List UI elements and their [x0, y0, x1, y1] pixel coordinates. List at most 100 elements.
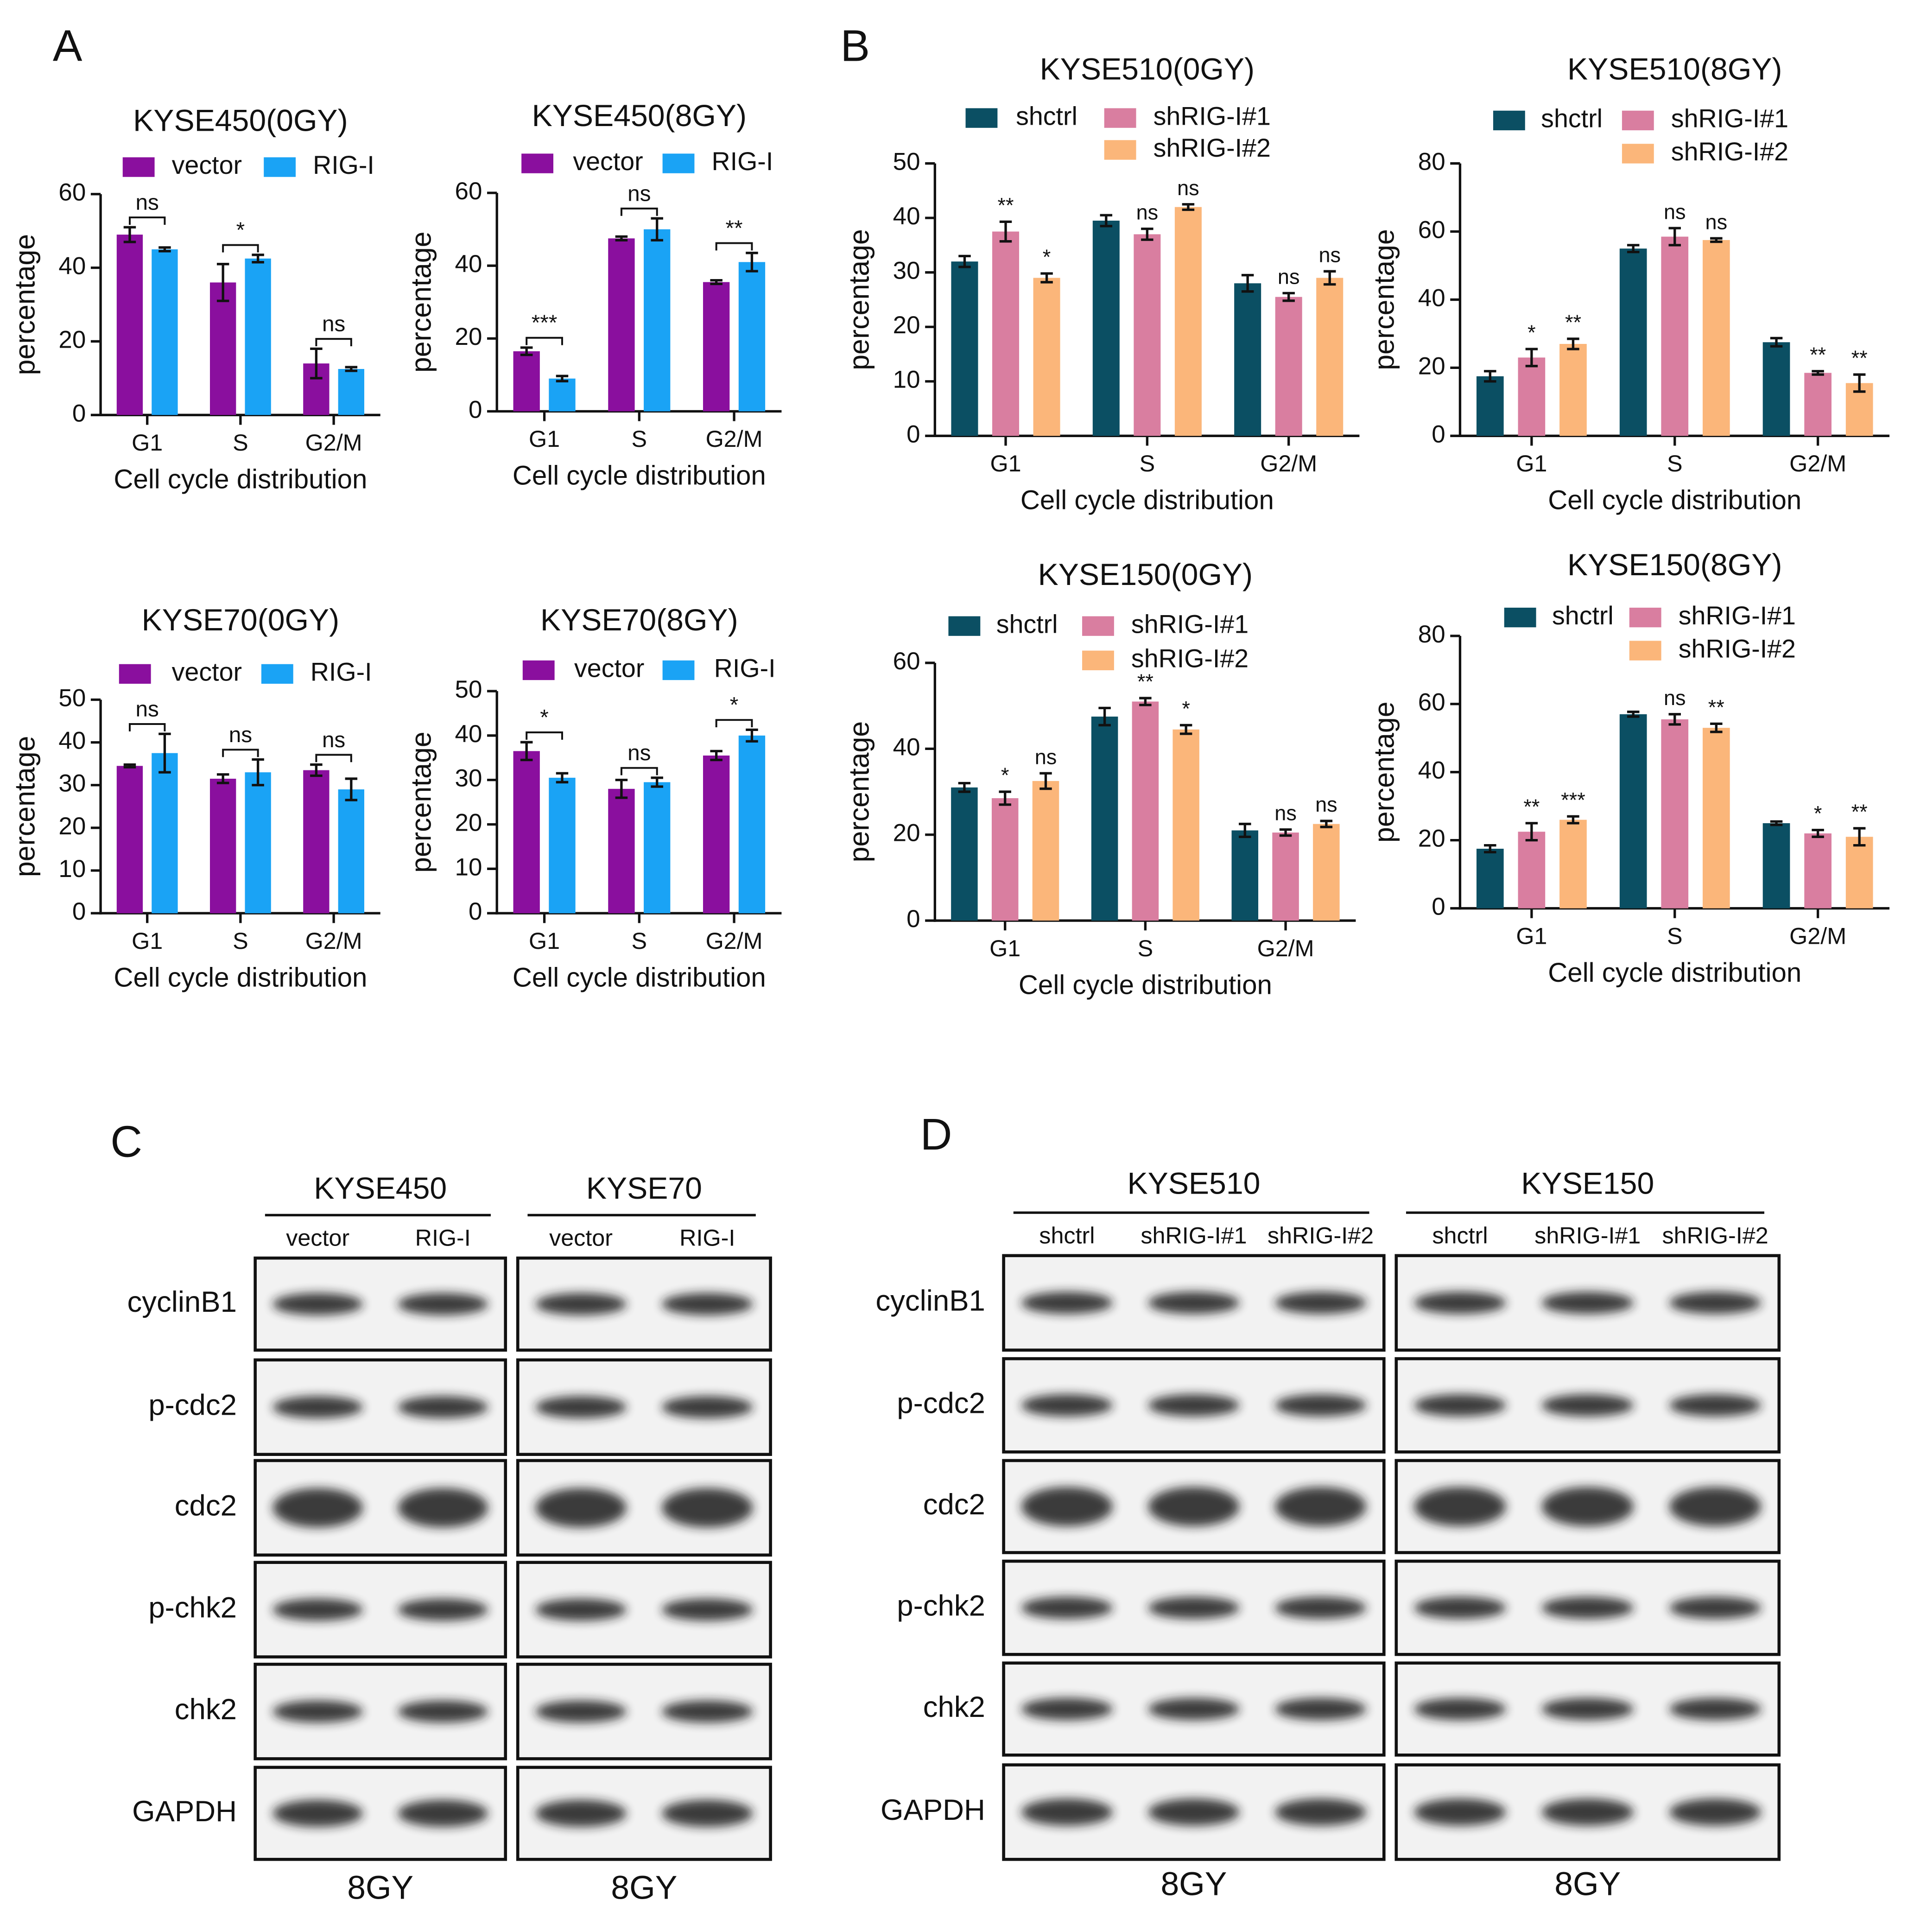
x-tick-label: S: [1140, 450, 1155, 477]
bar: [992, 231, 1020, 436]
significance-label: *: [1814, 802, 1822, 826]
y-tick-label: 20: [455, 809, 482, 836]
error-bar: [1100, 214, 1113, 228]
error-bar: [345, 366, 358, 372]
error-bar: [1710, 722, 1723, 733]
y-tick-label: 20: [58, 813, 86, 840]
bar: [1762, 823, 1790, 909]
blot-band: [273, 1488, 363, 1528]
blot-lane-label: RIG-I: [679, 1225, 735, 1251]
y-tick-label: 0: [1432, 893, 1445, 921]
bar: [608, 238, 635, 412]
legend-label: shctrl: [1016, 102, 1077, 130]
significance-label: ns: [322, 312, 345, 337]
error-bar: [1525, 348, 1538, 368]
x-tick-label: G2/M: [1257, 935, 1314, 961]
bar: [303, 770, 330, 914]
error-bar: [520, 741, 533, 762]
blot-band: [1669, 1799, 1762, 1826]
y-tick-label: 40: [893, 733, 920, 761]
blot-band: [1021, 1291, 1113, 1314]
bar: [1234, 283, 1261, 436]
bar: [1804, 833, 1832, 909]
error-bar: [1627, 711, 1640, 718]
significance-label: *: [1182, 697, 1190, 721]
significance-bracket: [222, 244, 259, 253]
bar: [1033, 278, 1060, 436]
blot-band: [398, 1598, 488, 1621]
y-tick-label: 20: [1418, 825, 1445, 852]
legend-label: shRIG-I#2: [1153, 133, 1271, 162]
bar: [549, 378, 576, 412]
blot-footer: 8GY: [611, 1869, 677, 1906]
bar: [1174, 207, 1202, 436]
y-tick-label: 20: [893, 311, 920, 339]
blot-band: [1275, 1799, 1367, 1826]
blot-lane-label: shRIG-I#1: [1141, 1222, 1247, 1248]
blot-band: [1414, 1291, 1506, 1314]
significance-label: ns: [136, 191, 159, 215]
bar: [513, 751, 540, 914]
blot-band: [1541, 1487, 1634, 1526]
blot-band: [1275, 1487, 1367, 1526]
legend-swatch: [662, 660, 695, 680]
bar: [703, 755, 730, 914]
y-axis-title: percentage: [1369, 701, 1400, 843]
y-axis-title: percentage: [1369, 229, 1400, 370]
y-tick-label: 0: [906, 420, 920, 448]
blot-band: [1414, 1394, 1506, 1417]
error-bar: [216, 773, 229, 784]
x-tick-label: G2/M: [1789, 450, 1846, 477]
blot-band: [398, 1700, 488, 1723]
error-bar: [123, 763, 136, 769]
chart-title: KYSE450(0GY): [133, 104, 348, 138]
bar: [1316, 278, 1344, 436]
error-bar: [710, 750, 723, 762]
legend-swatch: [1104, 140, 1136, 160]
y-tick-label: 30: [893, 257, 920, 285]
blot-footer: 8GY: [1160, 1865, 1227, 1902]
blot-band: [535, 1799, 627, 1827]
error-bar: [1567, 337, 1579, 350]
significance-label: ns: [627, 181, 651, 206]
y-tick-label: 40: [58, 253, 86, 280]
bar: [513, 351, 540, 412]
x-tick-label: G1: [989, 935, 1020, 961]
y-tick-label: 50: [455, 676, 482, 703]
bar: [738, 262, 766, 412]
legend-swatch: [965, 108, 998, 128]
blot-band: [273, 1598, 363, 1621]
legend-label: RIG-I: [712, 147, 773, 176]
y-tick-label: 20: [455, 323, 482, 350]
legend-label: vector: [573, 147, 643, 176]
legend-label: RIG-I: [714, 654, 776, 683]
blot-row-label: GAPDH: [881, 1793, 985, 1826]
significance-bracket: [128, 216, 166, 225]
significance-label: ns: [229, 723, 252, 747]
error-bar: [1853, 373, 1866, 393]
y-tick-label: 50: [893, 148, 920, 176]
blot-row-label: p-cdc2: [897, 1387, 985, 1420]
y-tick-label: 40: [1418, 757, 1445, 784]
blot-band: [273, 1396, 363, 1418]
error-bar: [999, 790, 1011, 806]
x-axis-title: Cell cycle distribution: [513, 461, 766, 491]
error-bar: [556, 375, 569, 382]
y-tick-label: 0: [72, 898, 86, 925]
error-bar: [1668, 713, 1681, 726]
significance-bracket: [715, 719, 753, 728]
blot-group-title: KYSE70: [586, 1171, 702, 1206]
bar: [1559, 343, 1587, 436]
blot-band: [1148, 1596, 1240, 1619]
bar: [644, 229, 671, 412]
error-bar: [651, 776, 663, 788]
significance-label: ***: [1561, 788, 1585, 812]
blot-band: [662, 1488, 753, 1528]
x-tick-label: G1: [1516, 450, 1547, 477]
error-bar: [1484, 844, 1496, 853]
legend-label: shRIG-I#1: [1671, 104, 1788, 133]
blot-band: [398, 1396, 488, 1418]
legend-label: shctrl: [996, 610, 1058, 638]
significance-bracket: [526, 731, 563, 740]
blot-lane-label: RIG-I: [415, 1225, 471, 1251]
